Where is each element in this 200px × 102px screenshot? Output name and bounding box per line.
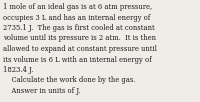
Text: allowed to expand at constant pressure until: allowed to expand at constant pressure u… <box>3 45 157 53</box>
Text: 1823.4 J.: 1823.4 J. <box>3 66 33 74</box>
Text: 2735.1 J.  The gas is first cooled at constant: 2735.1 J. The gas is first cooled at con… <box>3 24 155 32</box>
Text: 1 mole of an ideal gas is at 6 atm pressure,: 1 mole of an ideal gas is at 6 atm press… <box>3 3 152 11</box>
Text: its volume is 6 L with an internal energy of: its volume is 6 L with an internal energ… <box>3 55 152 64</box>
Text: volume until its pressure is 2 atm.  It is then: volume until its pressure is 2 atm. It i… <box>3 34 156 43</box>
Text: Calculate the work done by the gas.: Calculate the work done by the gas. <box>3 76 136 84</box>
Text: Answer in units of J.: Answer in units of J. <box>3 87 81 95</box>
Text: occupies 3 L and has an internal energy of: occupies 3 L and has an internal energy … <box>3 13 150 22</box>
